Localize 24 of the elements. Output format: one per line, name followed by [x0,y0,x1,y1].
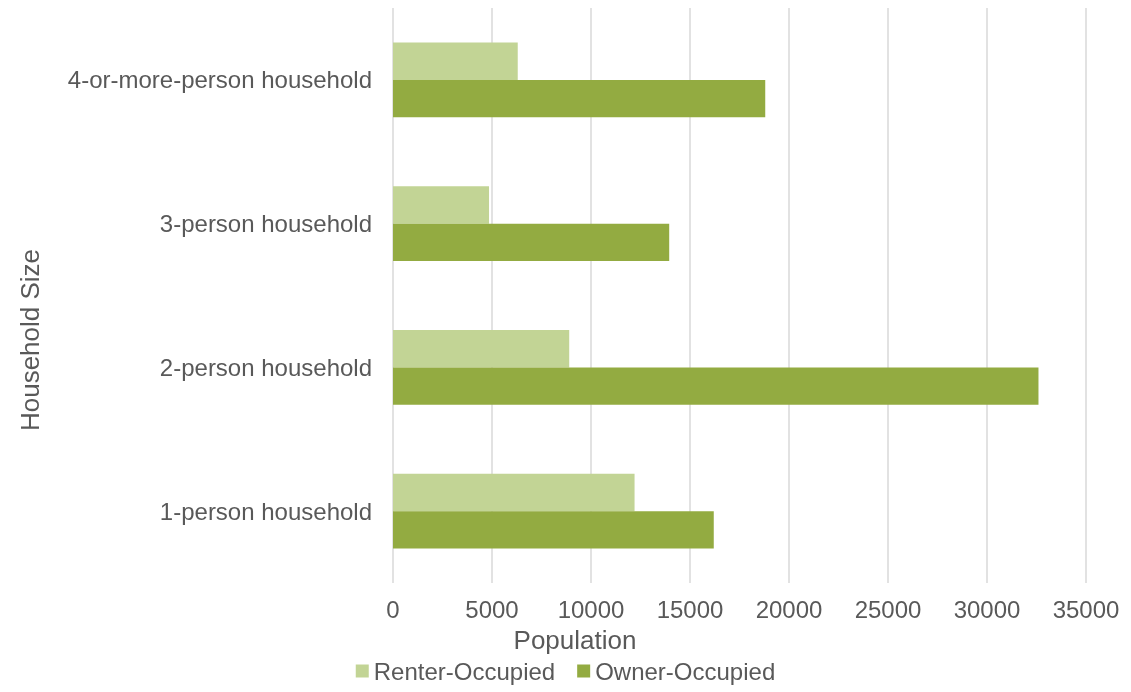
legend-label: Renter-Occupied [373,657,556,685]
legend-label: Owner-Occupied [595,657,776,685]
x-tick-label: 35000 [1052,595,1120,623]
x-tick-label: 0 [386,595,400,623]
x-tick-label: 30000 [953,595,1021,623]
x-axis-title: Population [513,625,637,655]
bar [393,330,570,368]
y-tick-label: 1-person household [159,497,372,525]
x-tick-label: 20000 [755,595,823,623]
bar [393,367,1039,405]
x-tick-label: 5000 [465,595,519,623]
bar [393,79,766,118]
y-tick-label: 4-or-more-person household [67,66,372,94]
x-tick-label: 25000 [854,595,922,623]
x-tick-label: 10000 [557,595,625,623]
bar [393,223,670,261]
bar [393,186,490,224]
y-tick-label: 3-person household [159,210,372,238]
bar [393,42,518,80]
y-axis-title: Household Size [15,248,45,432]
x-tick-label: 15000 [656,595,724,623]
y-tick-label: 2-person household [159,353,372,381]
bar [393,511,714,549]
bar [393,473,635,512]
